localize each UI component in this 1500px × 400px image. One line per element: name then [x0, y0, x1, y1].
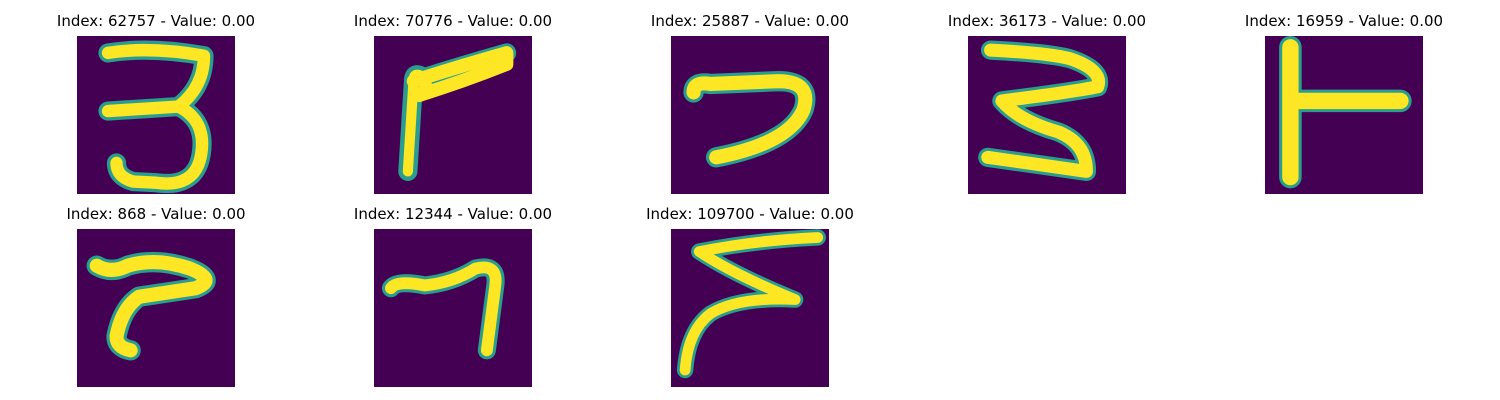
- panel-title: Index: 70776 - Value: 0.00: [353, 12, 553, 30]
- panel-title: Index: 36173 - Value: 0.00: [947, 12, 1147, 30]
- panel-title: Index: 16959 - Value: 0.00: [1244, 12, 1444, 30]
- digit-image: [1265, 36, 1423, 194]
- digit-image: [671, 229, 829, 387]
- panel-title: Index: 109700 - Value: 0.00: [646, 205, 854, 223]
- digit-image: [671, 36, 829, 194]
- panel-title: Index: 62757 - Value: 0.00: [56, 12, 256, 30]
- panel-title: Index: 25887 - Value: 0.00: [650, 12, 850, 30]
- digit-image: [374, 229, 532, 387]
- panel-title: Index: 868 - Value: 0.00: [66, 205, 246, 223]
- digit-image: [968, 36, 1126, 194]
- panel-title: Index: 12344 - Value: 0.00: [353, 205, 553, 223]
- digit-image: [77, 36, 235, 194]
- digit-image: [374, 36, 532, 194]
- digit-image: [77, 229, 235, 387]
